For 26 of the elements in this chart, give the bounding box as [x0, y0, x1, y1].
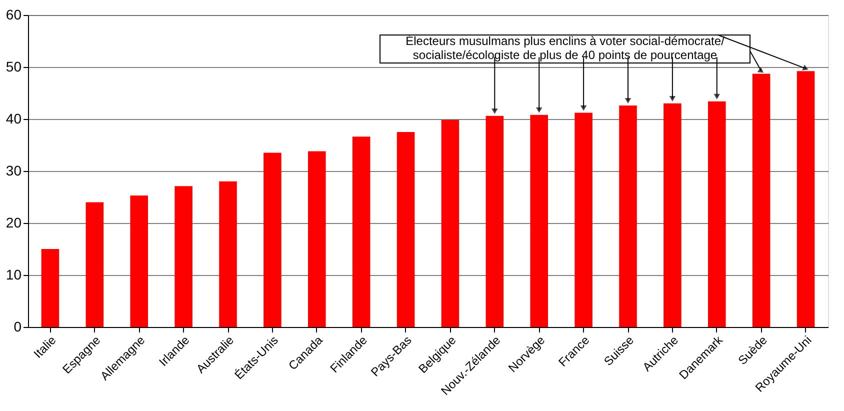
y-tick-label: 0	[14, 318, 22, 334]
bar	[664, 103, 682, 327]
bar	[219, 181, 237, 327]
y-tick-label: 10	[6, 266, 22, 282]
y-tick-label: 60	[6, 6, 22, 22]
bar	[41, 249, 60, 327]
bar	[486, 116, 504, 327]
bar	[752, 74, 770, 327]
bar	[174, 186, 192, 327]
bar	[352, 136, 370, 327]
y-tick-label: 30	[6, 162, 22, 178]
y-tick-label: 20	[6, 214, 22, 230]
bar	[574, 112, 592, 327]
bar	[796, 71, 815, 327]
bar	[441, 120, 460, 327]
bar	[130, 195, 148, 327]
bar	[708, 101, 726, 327]
bar	[86, 202, 104, 327]
bar	[264, 152, 282, 327]
bar	[396, 132, 415, 327]
y-tick-label: 50	[6, 58, 22, 74]
bar	[308, 151, 326, 327]
bar	[619, 105, 637, 327]
y-tick-label: 40	[6, 110, 22, 126]
annotation: Électeurs musulmans plus enclins à voter social-démocrate/ socialiste/écologiste de plus de 40 points de pourcentage	[406, 34, 726, 62]
bar	[530, 114, 548, 327]
